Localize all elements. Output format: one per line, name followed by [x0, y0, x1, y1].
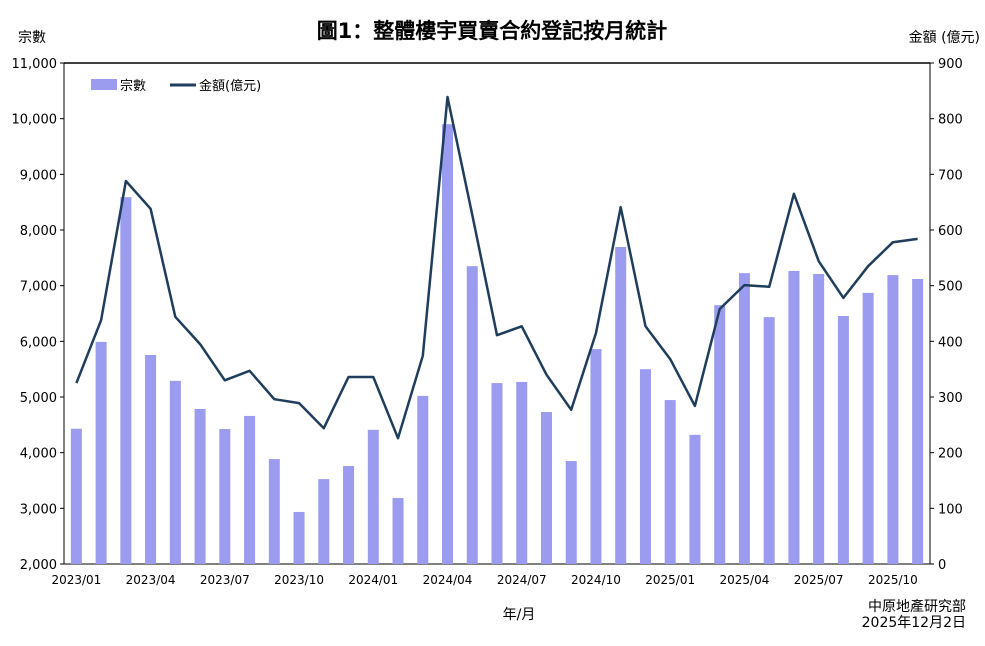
bar: [837, 316, 849, 564]
right-tick-label: 200: [938, 447, 963, 462]
bar: [887, 275, 899, 564]
left-tick-label: 2,000: [20, 558, 57, 573]
bar: [565, 461, 577, 564]
legend: 宗數 金額(億元): [91, 78, 261, 94]
left-tick-label: 9,000: [20, 168, 57, 183]
bar: [417, 395, 429, 564]
bar: [367, 429, 379, 564]
x-tick-label: 2023/07: [200, 573, 250, 587]
x-tick-label: 2024/04: [423, 573, 473, 587]
bar: [491, 383, 503, 564]
bar: [615, 246, 627, 564]
bar: [219, 429, 231, 564]
bar: [763, 317, 775, 564]
bar: [268, 459, 280, 564]
bar: [343, 466, 355, 564]
bar: [194, 408, 206, 564]
x-axis-label: 年/月: [503, 607, 536, 623]
bar: [95, 341, 107, 564]
bar: [516, 381, 528, 564]
left-tick-label: 6,000: [20, 335, 57, 350]
x-tick-label: 2024/10: [571, 573, 621, 587]
source-label: 中原地產研究部: [868, 598, 966, 615]
right-tick-label: 100: [938, 502, 963, 517]
bar: [120, 197, 132, 564]
bar: [442, 124, 454, 564]
left-tick-label: 11,000: [12, 57, 58, 72]
bar: [145, 354, 157, 564]
x-tick-label: 2025/10: [868, 573, 918, 587]
right-tick-label: 800: [938, 113, 963, 128]
date-label: 2025年12月2日: [862, 615, 966, 631]
x-tick-label: 2023/04: [126, 573, 176, 587]
left-tick-label: 3,000: [20, 502, 57, 517]
bar: [714, 305, 726, 564]
bar: [540, 412, 552, 564]
chart-title: 圖1：整體樓宇買賣合約登記按月統計: [317, 19, 668, 43]
left-tick-label: 4,000: [20, 447, 57, 462]
left-tick-label: 7,000: [20, 280, 57, 295]
x-tick-label: 2025/01: [645, 573, 695, 587]
left-tick-label: 10,000: [12, 113, 58, 128]
bar: [813, 273, 825, 564]
right-tick-label: 700: [938, 168, 963, 183]
line-series: [75, 95, 918, 440]
bar: [169, 380, 181, 564]
x-tick-label: 2024/01: [348, 573, 398, 587]
x-tick-label: 2023/01: [51, 573, 101, 587]
right-tick-label: 400: [938, 335, 963, 350]
bar-series: [70, 124, 924, 564]
bar: [862, 292, 874, 564]
bar: [70, 428, 82, 564]
right-tick-label: 900: [938, 57, 963, 72]
right-axis-label: 金額 (億元): [909, 30, 980, 46]
bar: [788, 270, 800, 564]
right-tick-label: 500: [938, 280, 963, 295]
bar: [293, 511, 305, 564]
x-tick-label: 2025/04: [719, 573, 769, 587]
left-tick-label: 5,000: [20, 391, 57, 406]
right-tick-label: 600: [938, 224, 963, 239]
x-tick-labels: 2023/01 2023/04 2023/07 2023/10 2024/01 2024/…: [51, 573, 917, 587]
amount-line: [75, 95, 918, 440]
bar: [318, 479, 330, 564]
left-tick-label: 8,000: [20, 224, 57, 239]
axes: 2,000 0 3,000 100 4,000 200 5,000 300 6,000 400 7,…: [12, 57, 963, 573]
x-tick-label: 2023/10: [274, 573, 324, 587]
bar: [590, 349, 602, 564]
x-tick-label: 2025/07: [794, 573, 844, 587]
bar: [392, 498, 404, 564]
bar: [738, 273, 750, 564]
right-tick-label: 0: [938, 558, 946, 573]
left-axis-label: 宗數: [18, 30, 46, 46]
bar: [244, 415, 256, 564]
bar: [689, 434, 701, 564]
legend-bar-label: 宗數: [120, 78, 146, 94]
right-tick-label: 300: [938, 391, 963, 406]
x-tick-label: 2024/07: [497, 573, 547, 587]
bar: [912, 278, 924, 564]
bar: [466, 266, 478, 564]
bar: [639, 369, 651, 564]
legend-bar-swatch: [91, 79, 117, 90]
legend-line-label: 金額(億元): [199, 78, 261, 94]
bar: [664, 400, 676, 564]
